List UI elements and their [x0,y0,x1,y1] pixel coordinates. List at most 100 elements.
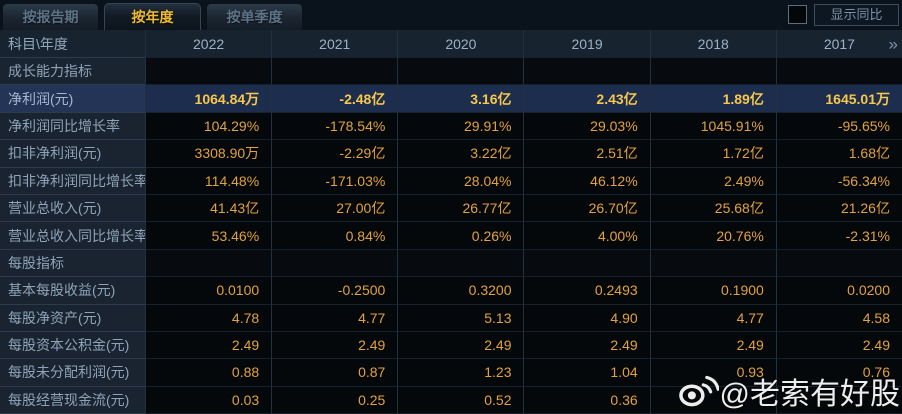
cell-value: 0.52 [397,386,524,414]
cell-value [649,386,776,414]
row-label: 成长能力指标 [0,58,145,86]
show-yoy-label[interactable]: 显示同比 [814,4,899,26]
row-label: 每股净资产(元) [0,304,145,332]
cell-value: 3.16亿 [397,85,524,113]
cell-value [649,58,776,86]
cell-value: 26.70亿 [523,194,650,223]
cell-value [523,249,650,278]
cell-value: 1064.84万 [145,85,272,113]
row-label: 每股经营现金流(元) [0,386,145,414]
cell-value: 1.68亿 [775,140,902,168]
cell-value [523,58,650,86]
cell-value: 2.49 [775,331,902,360]
corner-header: 科目\年度 [0,30,145,58]
tab-report-period[interactable]: 按报告期 [2,3,99,30]
show-yoy-checkbox[interactable] [788,5,807,24]
row-label: 每股指标 [0,249,145,278]
cell-value [649,249,776,278]
cell-value: 2.49 [649,331,776,360]
row-label: 净利润同比增长率 [0,112,145,141]
more-columns-icon[interactable]: » [888,34,899,53]
row-label: 营业总收入同比增长率 [0,222,145,250]
cell-value: 28.04% [397,167,524,195]
cell-value: 4.77 [649,304,776,332]
cell-value [775,58,902,86]
row-label: 营业总收入(元) [0,194,145,223]
row-label: 扣非净利润(元) [0,140,145,168]
year-header-label: 2017 [823,35,855,52]
cell-value: 1.89亿 [649,85,776,113]
tab-annual[interactable]: 按年度 [104,3,201,30]
cell-value: 104.29% [145,112,272,141]
table-row[interactable]: 每股净资产(元) 4.78 4.77 5.13 4.90 4.77 4.58 [0,304,902,332]
year-header-2022[interactable]: 2022 [145,30,272,58]
cell-value: 0.0100 [145,277,272,305]
row-label: 基本每股收益(元) [0,277,145,305]
year-header-2021[interactable]: 2021 [271,30,398,58]
year-header-2019[interactable]: 2019 [523,30,650,58]
cell-value [145,58,272,86]
cell-value: -178.54% [271,112,398,141]
cell-value [775,249,902,278]
cell-value: 2.43亿 [523,85,650,113]
cell-value: -2.29亿 [271,140,398,168]
cell-value: 0.25 [271,386,398,414]
cell-value [397,58,524,86]
cell-value: 4.90 [523,304,650,332]
cell-value: 29.03% [523,112,650,141]
cell-value: -2.31% [775,222,902,250]
cell-value [271,249,398,278]
cell-value: 2.49 [271,331,398,360]
row-label: 每股资本公积金(元) [0,331,145,360]
cell-value: -56.34% [775,167,902,195]
cell-value: 46.12% [523,167,650,195]
table-row[interactable]: 基本每股收益(元) 0.0100 -0.2500 0.3200 0.2493 0.1900… [0,277,902,305]
cell-value: -0.2500 [271,277,398,305]
year-header-2020[interactable]: 2020 [397,30,524,58]
cell-value: 5.13 [397,304,524,332]
cell-value: 20.76% [649,222,776,250]
cell-value: 53.46% [145,222,272,250]
cell-value: 1045.91% [649,112,776,141]
table-row[interactable]: 营业总收入同比增长率 53.46% 0.84% 0.26% 4.00% 20.76% -2.… [0,222,902,250]
cell-value: 21.26亿 [775,194,902,223]
cell-value [775,386,902,414]
cell-value: 0.26% [397,222,524,250]
cell-value: 1.23 [397,359,524,387]
cell-value: 0.0200 [775,277,902,305]
tab-single-quarter[interactable]: 按单季度 [206,3,303,30]
cell-value: 2.49 [145,331,272,360]
table-row[interactable]: 每股指标 [0,249,902,278]
table-row[interactable]: 扣非净利润(元) 3308.90万 -2.29亿 3.22亿 2.51亿 1.72亿 1.6… [0,140,902,168]
row-label: 净利润(元) [0,85,145,113]
cell-value: 0.36 [523,386,650,414]
year-header-2018[interactable]: 2018 [649,30,776,58]
cell-value: 26.77亿 [397,194,524,223]
table-row[interactable]: 成长能力指标 [0,58,902,86]
table-row[interactable]: 营业总收入(元) 41.43亿 27.00亿 26.77亿 26.70亿 25.68亿 21… [0,194,902,223]
cell-value: 29.91% [397,112,524,141]
cell-value: 0.84% [271,222,398,250]
table-row[interactable]: 每股资本公积金(元) 2.49 2.49 2.49 2.49 2.49 2.49 [0,331,902,360]
period-tabbar: 按报告期 按年度 按单季度 显示同比 [0,0,902,30]
year-header-2017[interactable]: 2017 » [775,30,902,58]
table-row[interactable]: 净利润(元) 1064.84万 -2.48亿 3.16亿 2.43亿 1.89亿 1645.… [0,85,902,113]
cell-value: 0.3200 [397,277,524,305]
cell-value: 41.43亿 [145,194,272,223]
cell-value: 0.88 [145,359,272,387]
table-row[interactable]: 扣非净利润同比增长率 114.48% -171.03% 28.04% 46.12% 2.4… [0,167,902,195]
table-row[interactable]: 净利润同比增长率 104.29% -178.54% 29.91% 29.03% 1045.… [0,112,902,141]
cell-value: 0.93 [649,359,776,387]
cell-value: 2.49 [523,331,650,360]
cell-value: 0.76 [775,359,902,387]
table-body: 成长能力指标 净利润(元) 1064.84万 -2.48亿 3.16亿 2.43亿 1.89… [0,58,902,414]
cell-value: 3.22亿 [397,140,524,168]
cell-value: 0.1900 [649,277,776,305]
cell-value: 4.58 [775,304,902,332]
row-label: 扣非净利润同比增长率 [0,167,145,195]
cell-value: 25.68亿 [649,194,776,223]
table-row[interactable]: 每股经营现金流(元) 0.03 0.25 0.52 0.36 [0,386,902,414]
cell-value [271,58,398,86]
table-row[interactable]: 每股未分配利润(元) 0.88 0.87 1.23 1.04 0.93 0.76 [0,359,902,387]
